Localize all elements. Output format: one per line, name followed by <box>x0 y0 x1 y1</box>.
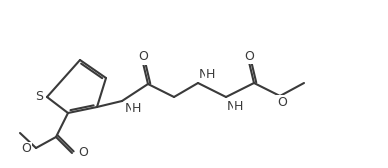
Text: N: N <box>227 100 236 114</box>
Text: N: N <box>125 101 134 115</box>
Text: N: N <box>199 68 208 80</box>
Text: H: H <box>234 100 243 114</box>
Text: H: H <box>206 68 215 80</box>
Text: O: O <box>244 50 254 62</box>
Text: H: H <box>132 101 141 115</box>
Text: S: S <box>35 91 43 103</box>
Text: O: O <box>78 146 88 159</box>
Text: O: O <box>138 51 148 64</box>
Text: O: O <box>21 142 31 156</box>
Text: O: O <box>277 95 287 109</box>
